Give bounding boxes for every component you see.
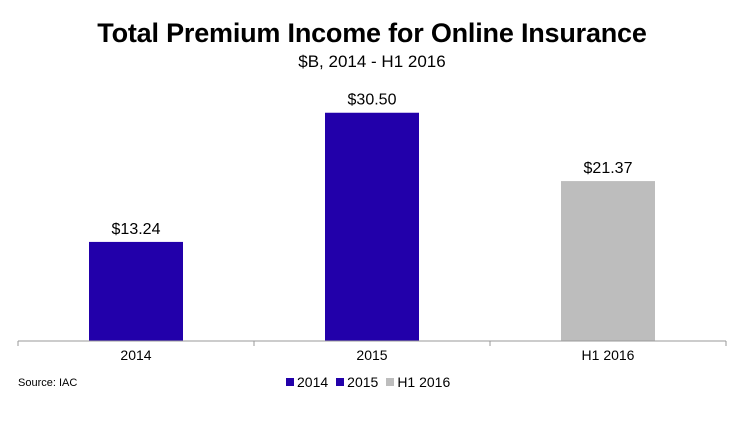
data-label-2015: $30.50 [348,92,397,109]
legend-swatch-h1-2016 [386,378,395,386]
legend-label-h1-2016: H1 2016 [397,374,451,390]
legend-item-h1-2016: H1 2016 [386,374,450,390]
chart-title: Total Premium Income for Online Insuranc… [97,18,647,48]
bar-h1-2016 [561,181,655,341]
x-tick-label-2015: 2015 [356,347,387,363]
data-label-2014: $13.24 [112,221,161,238]
chart-subtitle: $B, 2014 - H1 2016 [298,52,446,71]
source-note: Source: IAC [18,377,78,389]
data-label-h1-2016: $21.37 [584,160,633,177]
x-tick-label-h1-2016: H1 2016 [582,347,635,363]
legend-label-2014: 2014 [297,374,329,390]
x-tick-label-2014: 2014 [120,347,151,363]
legend-swatch-2015 [336,378,345,386]
bar-2014 [89,241,183,341]
legend-label-2015: 2015 [347,374,379,390]
bar-2015 [325,112,419,341]
legend-item-2015: 2015 [336,374,378,390]
legend-item-2014: 2014 [286,374,328,390]
legend: 2014 2015 H1 2016 [286,374,450,390]
legend-swatch-2014 [286,378,294,386]
